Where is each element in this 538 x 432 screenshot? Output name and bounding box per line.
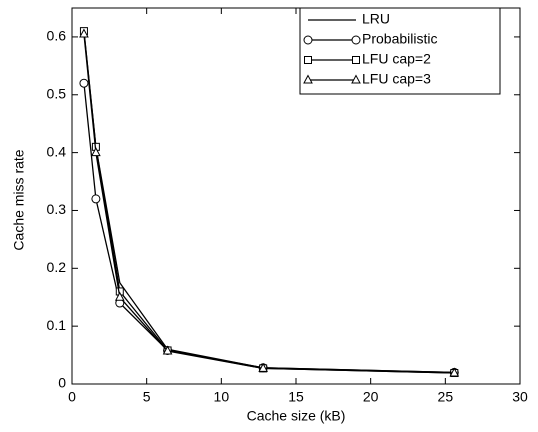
marker: [351, 74, 361, 84]
legend-label: LFU cap=2: [362, 51, 431, 67]
legend-label: LFU cap=3: [362, 71, 431, 87]
y-tick-label: 0.2: [47, 259, 67, 275]
x-tick-label: 10: [214, 389, 230, 405]
x-tick-label: 20: [363, 389, 379, 405]
x-tick-label: 30: [512, 389, 528, 405]
legend-label: LRU: [362, 11, 390, 27]
marker: [304, 56, 312, 64]
marker: [162, 345, 173, 355]
x-axis-label: Cache size (kB): [247, 408, 346, 424]
marker: [303, 74, 313, 84]
x-tick-label: 0: [68, 389, 76, 405]
marker: [91, 194, 101, 204]
x-tick-label: 5: [143, 389, 151, 405]
y-axis-label: Cache miss rate: [11, 149, 27, 250]
y-tick-label: 0.5: [47, 85, 67, 101]
marker: [449, 367, 460, 377]
y-tick-label: 0.6: [47, 28, 67, 44]
y-tick-label: 0: [58, 375, 66, 391]
y-tick-label: 0.1: [47, 317, 67, 333]
marker: [303, 35, 313, 45]
y-tick-label: 0.3: [47, 201, 67, 217]
marker: [352, 56, 360, 64]
marker: [79, 78, 89, 88]
marker: [351, 35, 361, 45]
marker: [258, 362, 268, 372]
marker: [79, 28, 89, 38]
marker: [114, 291, 125, 301]
series-line: [83, 83, 455, 374]
x-tick-label: 25: [438, 389, 454, 405]
marker: [91, 147, 101, 157]
x-tick-label: 15: [288, 389, 304, 405]
legend-label: Probabilistic: [362, 31, 437, 47]
series-line: [83, 33, 455, 374]
y-tick-label: 0.4: [47, 143, 67, 159]
